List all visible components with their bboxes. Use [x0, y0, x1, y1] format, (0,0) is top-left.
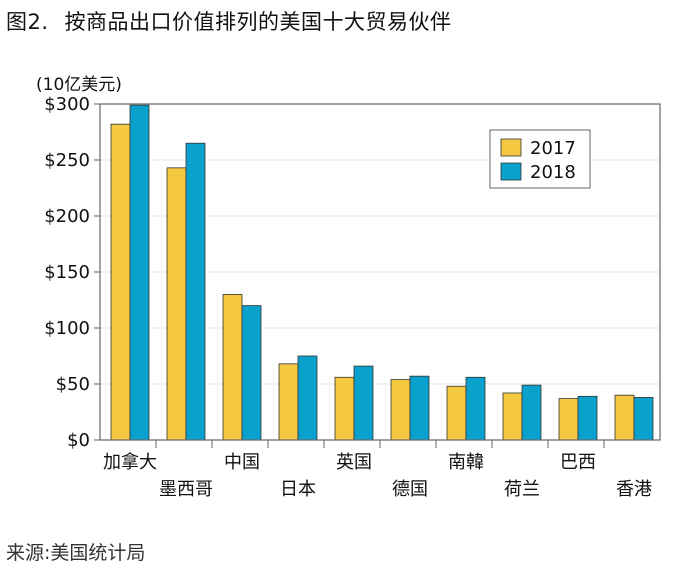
- bar-2018: [409, 375, 430, 441]
- category-label: 巴西: [560, 452, 596, 473]
- y-tick-label: $50: [56, 374, 90, 395]
- tick-labels: $0 $50 $100 $150 $200 $250 $300 加拿大墨西哥中国日本英国德国南…: [44, 94, 652, 500]
- bar-2017: [446, 385, 467, 441]
- legend-label-2018: 2018: [530, 162, 576, 183]
- bar-2017: [502, 392, 523, 441]
- figure-number: 图2.: [6, 10, 49, 34]
- bar-2018: [633, 397, 654, 441]
- y-axis-unit-label: (10亿美元): [36, 75, 122, 95]
- bar-2018: [521, 384, 542, 441]
- chart-title: 图2. 按商品出口价值排列的美国十大贸易伙伴: [6, 6, 452, 36]
- bar-2018: [241, 305, 262, 441]
- axes: [94, 103, 661, 448]
- y-tick-label: $100: [44, 318, 90, 339]
- category-label: 加拿大: [103, 451, 157, 473]
- category-label: 荷兰: [504, 479, 540, 500]
- bars: [110, 104, 654, 441]
- bar-2018: [577, 395, 598, 441]
- bar-2017: [558, 398, 579, 441]
- bar-2017: [334, 376, 355, 441]
- category-label: 中国: [224, 452, 260, 473]
- category-label: 德国: [392, 479, 428, 500]
- bar-2018: [465, 376, 486, 441]
- bar-2017: [390, 379, 411, 441]
- legend: 2017 2018: [489, 129, 591, 189]
- bar-2018: [129, 104, 150, 441]
- y-tick-label: $300: [44, 94, 90, 115]
- figure-title: 按商品出口价值排列的美国十大贸易伙伴: [64, 10, 452, 34]
- bar-2017: [614, 394, 635, 441]
- y-tick-label: $200: [44, 206, 90, 227]
- category-label: 日本: [280, 479, 316, 500]
- bar-2018: [353, 365, 374, 441]
- legend-swatch-2018: [500, 162, 522, 181]
- y-tick-label: $150: [44, 262, 90, 283]
- bar-2017: [222, 293, 243, 441]
- source-note: 来源:美国统计局: [6, 542, 146, 564]
- bar-2018: [185, 142, 206, 441]
- category-label: 英国: [336, 452, 372, 473]
- category-label: 南韓: [448, 452, 484, 473]
- bar-2017: [278, 363, 299, 441]
- bar-2017: [166, 167, 187, 441]
- category-label: 墨西哥: [159, 479, 213, 500]
- category-label: 香港: [616, 479, 652, 500]
- legend-swatch-2017: [500, 138, 522, 157]
- bar-2018: [297, 355, 318, 441]
- y-tick-label: $250: [44, 150, 90, 171]
- bar-2017: [110, 123, 131, 441]
- y-tick-label: $0: [67, 430, 90, 451]
- legend-label-2017: 2017: [530, 138, 576, 159]
